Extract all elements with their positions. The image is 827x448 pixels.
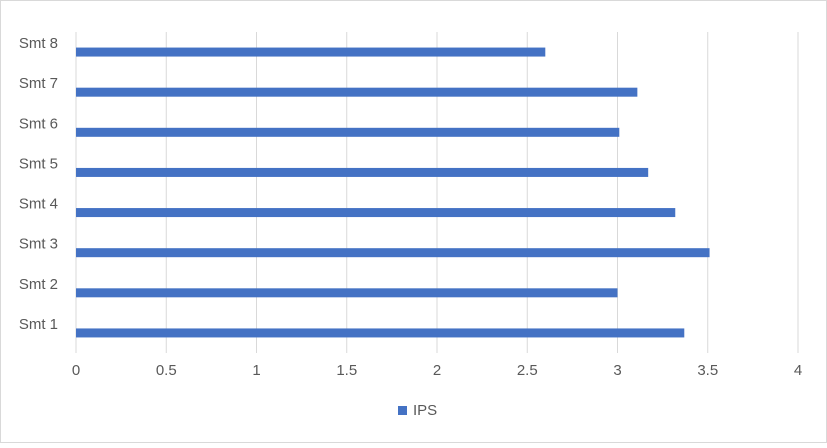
bar <box>76 288 618 298</box>
y-tick-label: Smt 4 <box>19 196 58 213</box>
y-tick-label: Smt 8 <box>19 35 58 52</box>
bar <box>76 127 620 137</box>
x-tick-label: 2.5 <box>517 362 538 379</box>
y-tick-label: Smt 7 <box>19 75 58 92</box>
bar <box>76 328 685 338</box>
y-tick-label: Smt 3 <box>19 236 58 253</box>
x-tick-label: 3.5 <box>697 362 718 379</box>
y-tick-label: Smt 6 <box>19 115 58 132</box>
bar <box>76 87 638 97</box>
y-tick-label: Smt 5 <box>19 155 58 172</box>
y-tick-label: Smt 2 <box>19 276 58 293</box>
x-tick-label: 1 <box>252 362 260 379</box>
x-tick-label: 4 <box>794 362 802 379</box>
x-tick-label: 3 <box>613 362 621 379</box>
x-tick-label: 0 <box>72 362 80 379</box>
legend-label: IPS <box>413 402 437 419</box>
bar <box>76 208 676 218</box>
bar <box>76 167 649 177</box>
x-tick-label: 0.5 <box>156 362 177 379</box>
bar <box>76 47 546 57</box>
y-tick-label: Smt 1 <box>19 316 58 333</box>
x-tick-label: 1.5 <box>336 362 357 379</box>
x-tick-label: 2 <box>433 362 441 379</box>
bar <box>76 248 710 258</box>
legend-swatch <box>398 406 407 415</box>
